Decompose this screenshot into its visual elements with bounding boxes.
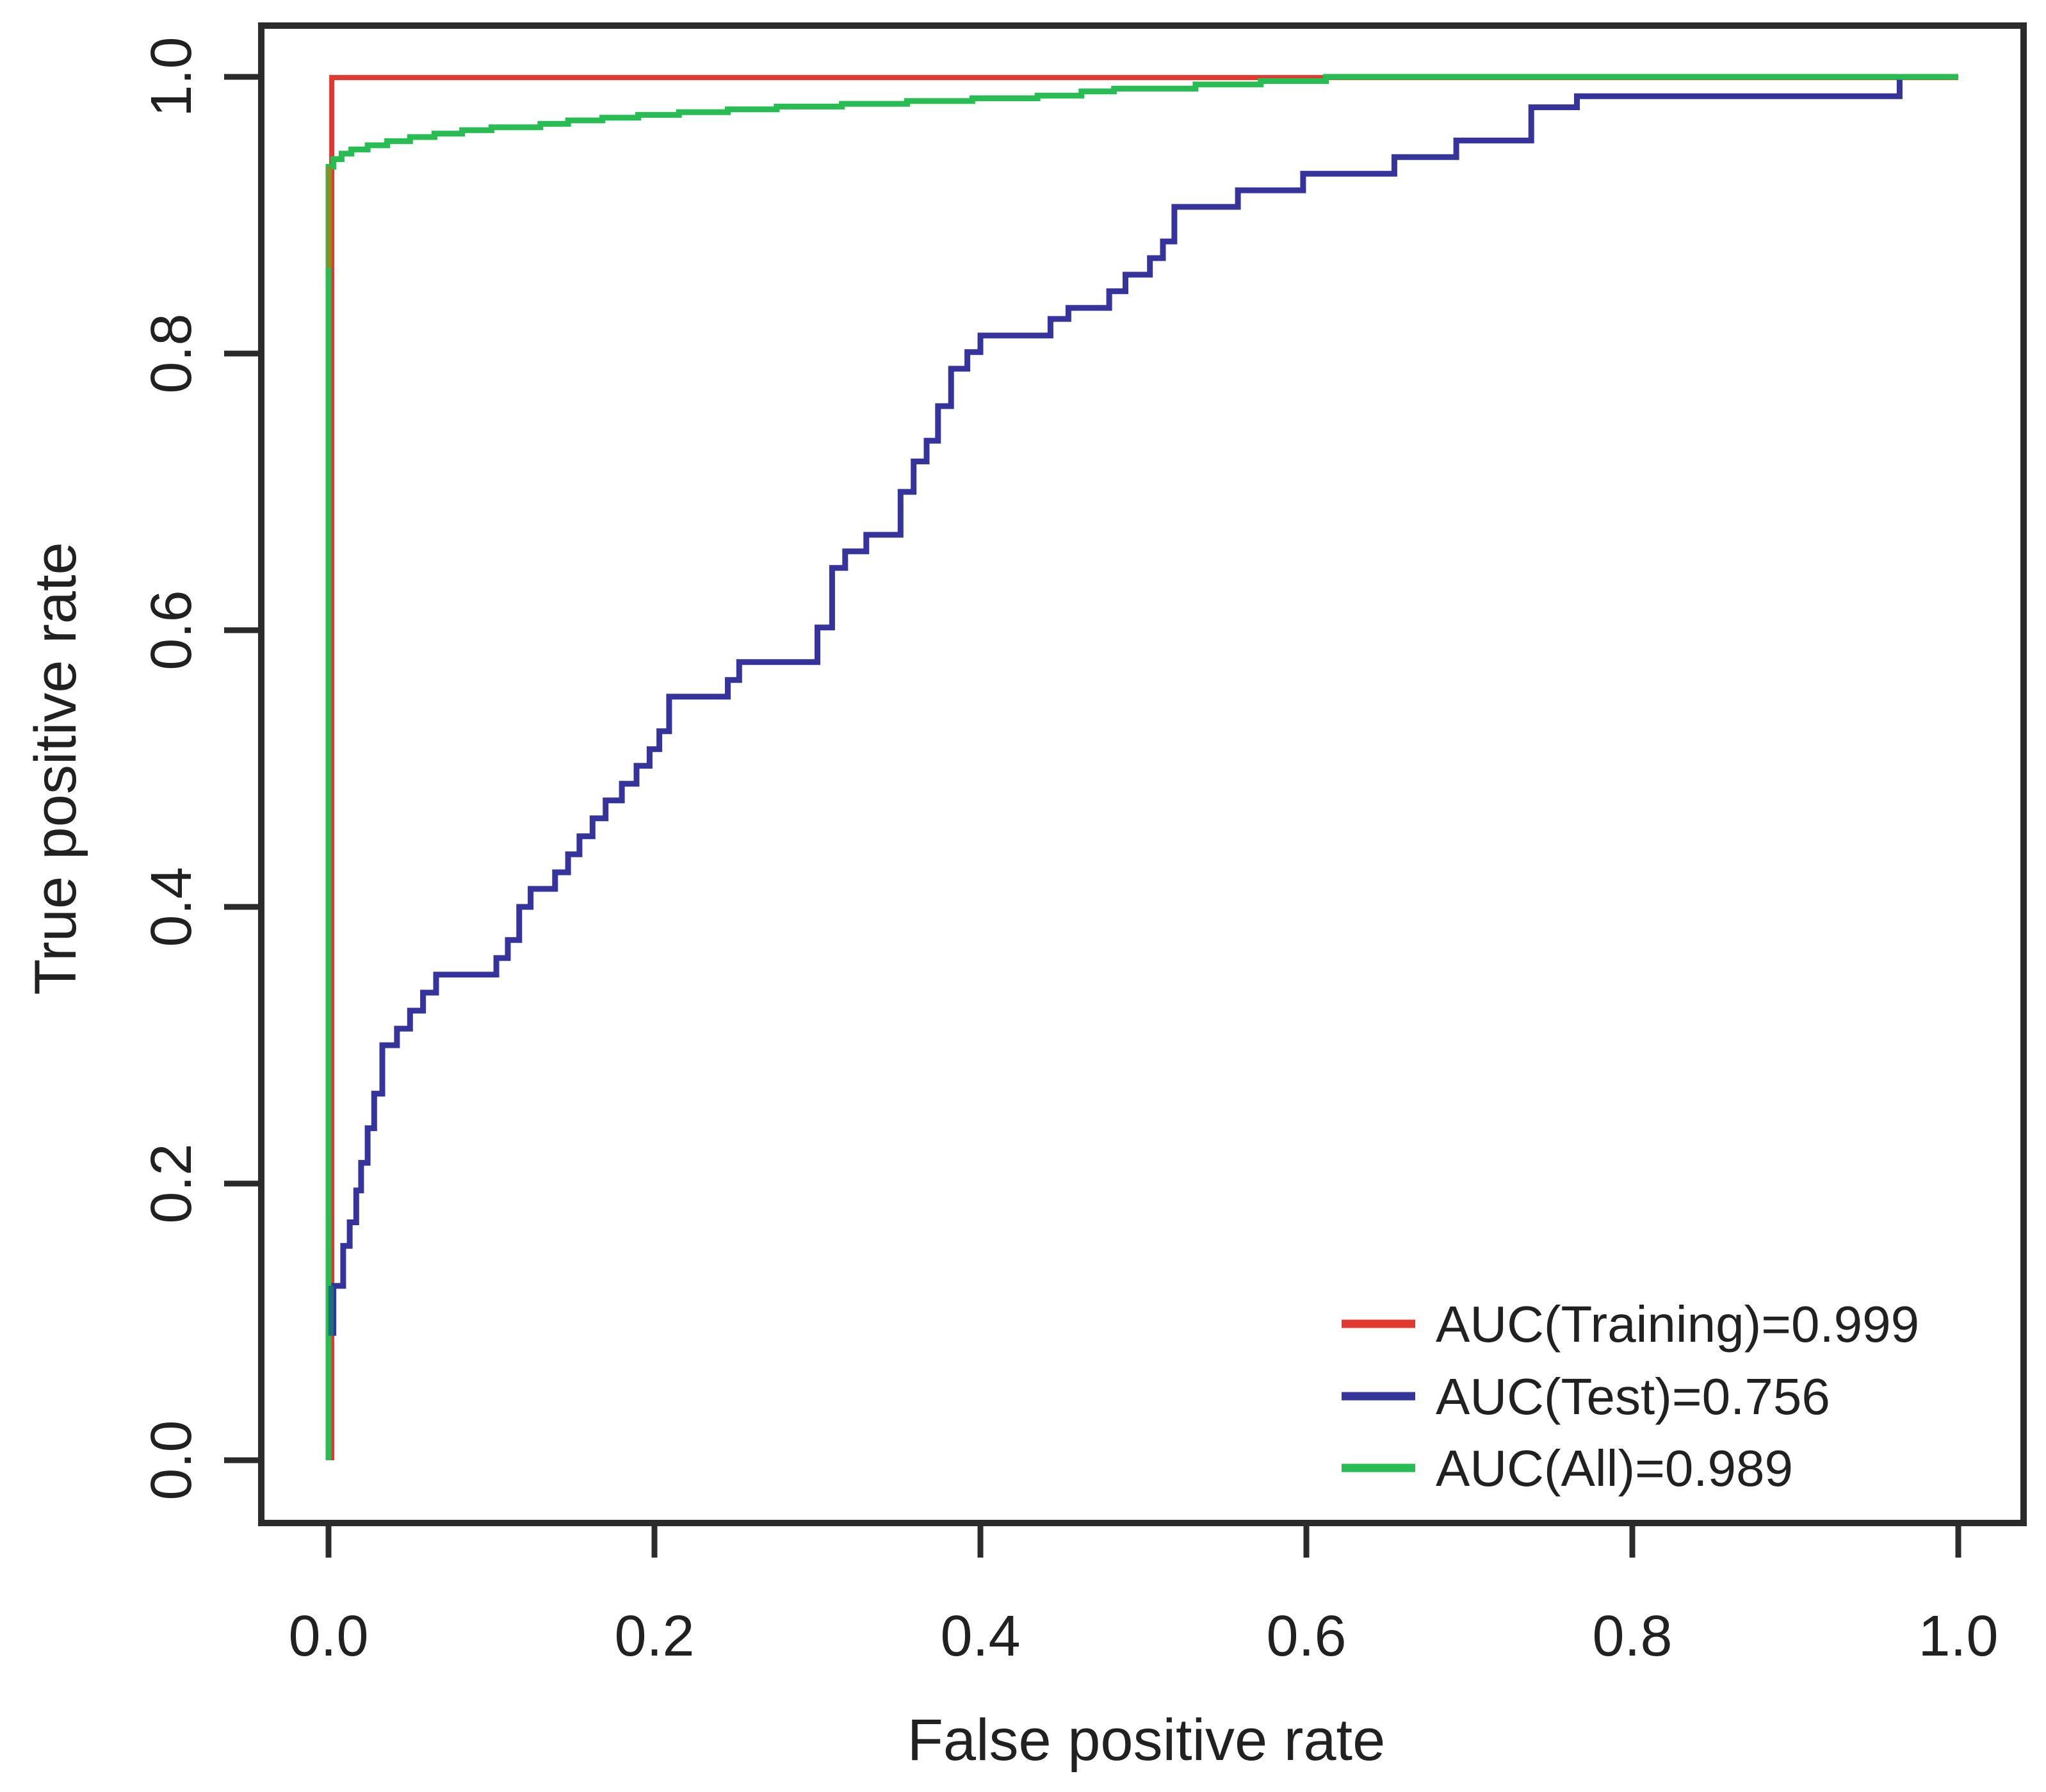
x-axis-tick-label: 0.6: [1266, 1604, 1346, 1668]
legend-label: AUC(Training)=0.999: [1436, 1296, 1919, 1353]
x-axis-tick-label: 1.0: [1918, 1604, 1998, 1668]
x-axis-tick-label: 0.2: [614, 1604, 694, 1668]
y-axis-tick-label: 1.0: [140, 37, 204, 117]
y-axis-tick-label: 0.2: [140, 1143, 204, 1223]
legend-item: AUC(Training)=0.999: [1342, 1296, 1919, 1353]
x-axis-tick-label: 0.4: [940, 1604, 1020, 1668]
legend-label: AUC(Test)=0.756: [1436, 1368, 1830, 1425]
roc-curve-training: [329, 75, 1958, 1460]
y-axis-ticks: 0.0 0.2 0.4 0.6 0.8 1.0: [140, 37, 259, 1501]
legend-label: AUC(All)=0.989: [1436, 1440, 1793, 1497]
legend-item: AUC(Test)=0.756: [1342, 1368, 1830, 1425]
roc-curves: [325, 74, 1958, 1460]
x-axis-ticks: 0.0 0.2 0.4 0.6 0.8 1.0: [288, 1523, 1999, 1668]
x-axis-tick-label: 0.0: [288, 1604, 368, 1668]
y-axis-tick-label: 0.6: [140, 590, 204, 670]
curve-overlap-artifacts: [327, 167, 334, 1336]
y-axis-tick-label: 0.4: [140, 867, 204, 947]
x-axis-tick-label: 0.8: [1592, 1604, 1672, 1668]
y-axis-tick-label: 0.0: [140, 1420, 204, 1500]
legend-item: AUC(All)=0.989: [1342, 1440, 1793, 1497]
roc-curve-test: [330, 74, 1958, 1336]
x-axis-title: False positive rate: [907, 1707, 1386, 1773]
legend: AUC(Training)=0.999 AUC(Test)=0.756 AUC(Al…: [1342, 1296, 1919, 1497]
y-axis-title: True positive rate: [23, 542, 88, 995]
y-axis-tick-label: 0.8: [140, 313, 204, 393]
plot-frame: [258, 22, 2027, 1526]
roc-curve-all: [325, 74, 1958, 1460]
